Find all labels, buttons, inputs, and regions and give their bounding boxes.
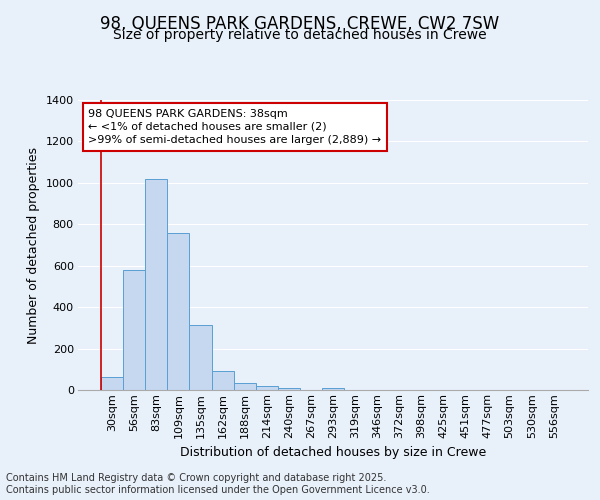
Text: 98 QUEENS PARK GARDENS: 38sqm
← <1% of detached houses are smaller (2)
>99% of s: 98 QUEENS PARK GARDENS: 38sqm ← <1% of d… <box>88 108 382 145</box>
Y-axis label: Number of detached properties: Number of detached properties <box>27 146 40 344</box>
Bar <box>256 386 278 390</box>
Text: Size of property relative to detached houses in Crewe: Size of property relative to detached ho… <box>113 28 487 42</box>
X-axis label: Distribution of detached houses by size in Crewe: Distribution of detached houses by size … <box>180 446 486 459</box>
Bar <box>123 270 145 390</box>
Bar <box>212 372 233 390</box>
Bar <box>167 232 190 390</box>
Bar <box>278 388 300 390</box>
Text: 98, QUEENS PARK GARDENS, CREWE, CW2 7SW: 98, QUEENS PARK GARDENS, CREWE, CW2 7SW <box>100 15 500 33</box>
Bar <box>101 376 123 390</box>
Text: Contains HM Land Registry data © Crown copyright and database right 2025.
Contai: Contains HM Land Registry data © Crown c… <box>6 474 430 495</box>
Bar <box>190 325 212 390</box>
Bar <box>322 388 344 390</box>
Bar <box>145 178 167 390</box>
Bar <box>233 383 256 390</box>
